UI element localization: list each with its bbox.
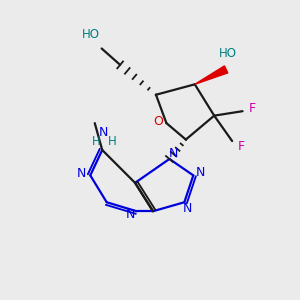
Text: HO: HO [82,28,100,41]
Text: F: F [238,140,244,153]
Text: F: F [248,102,256,115]
Text: HO: HO [219,47,237,60]
Text: N: N [76,167,86,180]
Text: O: O [153,115,163,128]
Text: N: N [168,147,178,160]
Text: N: N [183,202,193,215]
Text: H: H [108,135,116,148]
Polygon shape [195,66,228,84]
Text: N: N [125,208,135,221]
Text: N: N [196,167,206,179]
Text: H: H [92,135,100,148]
Text: N: N [98,126,108,139]
